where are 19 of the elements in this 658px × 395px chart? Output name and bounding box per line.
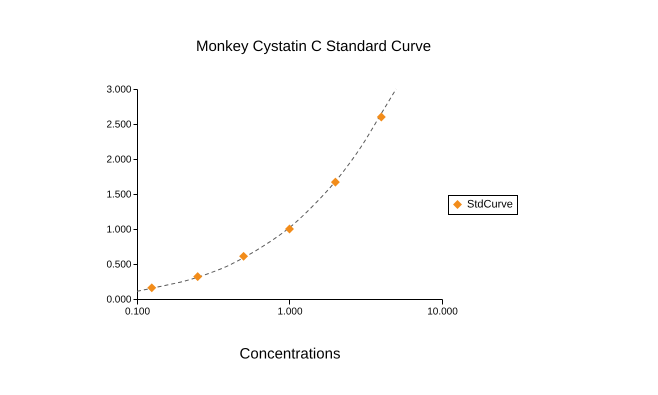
legend-label: StdCurve [467,198,513,210]
point [239,252,248,261]
y-tick-label: 0.500 [106,260,132,270]
point [147,283,156,292]
y-tick-label: 1.000 [106,224,132,236]
x-tick-label: 1.000 [277,306,303,318]
x-axis-title: Concentrations [240,346,340,362]
chart-title: Monkey Cystatin C Standard Curve [196,38,432,55]
y-tick-label: 1.500 [106,190,132,200]
y-tick-label: 2.500 [106,120,132,130]
point [285,224,294,234]
y-tick-label: 2.000 [106,154,132,166]
x-tick-label: 10.000 [427,306,458,318]
y-tick-label: 0.000 [106,294,132,306]
point [193,272,202,282]
point [330,178,340,187]
y-tick-label: 3.000 [106,84,132,96]
point [376,112,386,122]
x-tick-label: 0.100 [124,306,150,318]
